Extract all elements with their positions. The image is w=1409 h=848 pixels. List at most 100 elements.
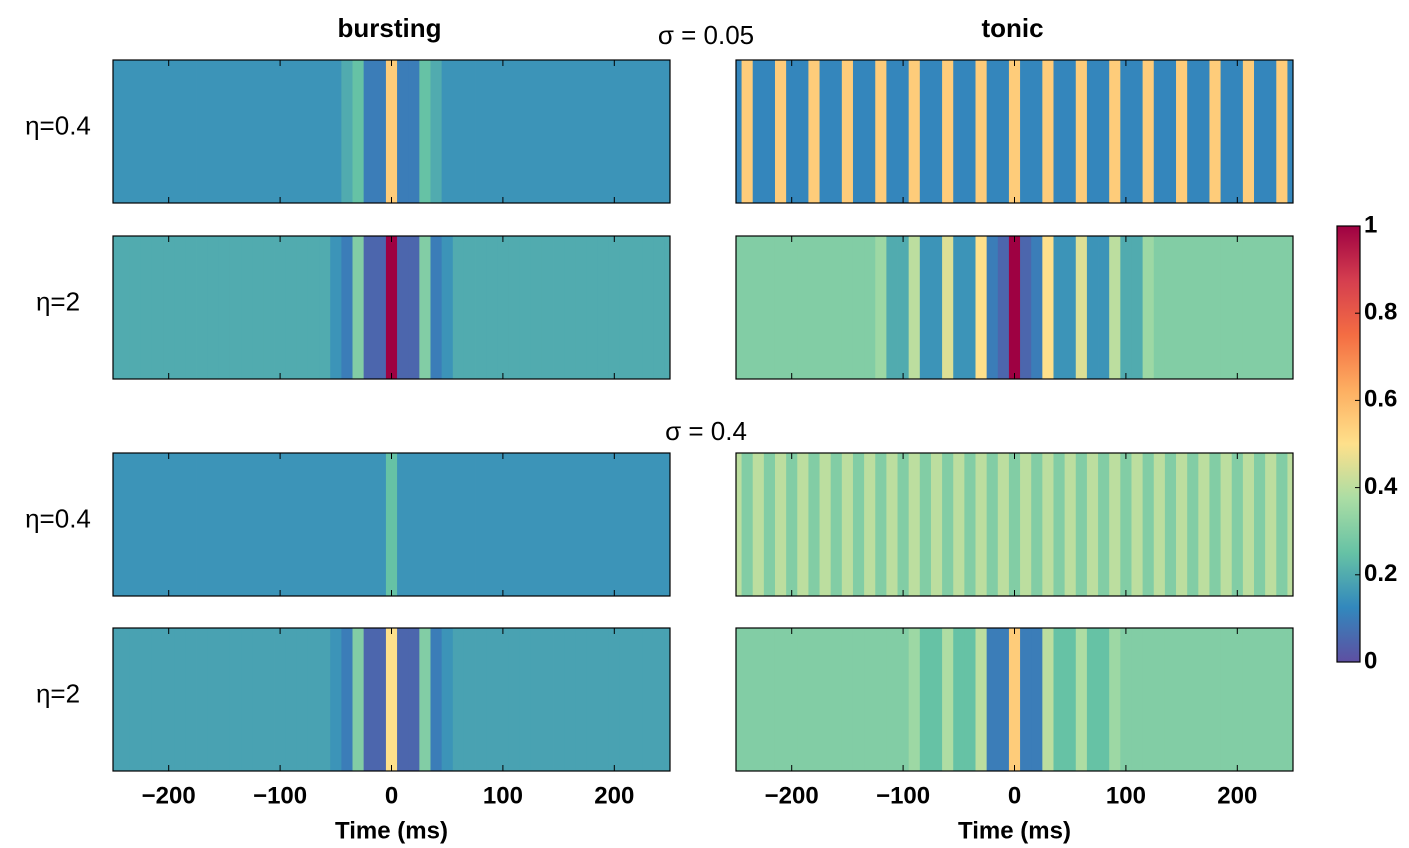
heatmap-cell <box>875 453 887 596</box>
heatmap-cell <box>830 628 843 771</box>
heatmap-cell <box>1153 453 1166 596</box>
heatmap-cell <box>241 628 253 771</box>
heatmap-cell <box>419 236 431 379</box>
heatmap-cell <box>575 236 587 379</box>
heatmap-cell <box>1242 628 1255 771</box>
heatmap-cell <box>786 236 798 379</box>
heatmap-cell <box>319 236 331 379</box>
heatmap-cell <box>218 628 231 771</box>
heatmap-cell <box>541 60 554 203</box>
heatmap-cell <box>252 236 264 379</box>
heatmap-cell <box>741 453 754 596</box>
heatmap-panel <box>736 628 1294 771</box>
heatmap-cell <box>919 236 932 379</box>
heatmap-cell <box>475 628 487 771</box>
heatmap-cell <box>419 453 431 596</box>
heatmap-cell <box>319 453 331 596</box>
heatmap-cell <box>864 453 876 596</box>
heatmap-cell <box>441 60 454 203</box>
heatmap-cell <box>1031 628 1043 771</box>
heatmap-cell <box>797 60 809 203</box>
heatmap-cell <box>786 60 798 203</box>
heatmap-cell <box>1164 60 1177 203</box>
heatmap-cell <box>185 453 197 596</box>
heatmap-cell <box>997 628 1010 771</box>
heatmap-cell <box>352 453 365 596</box>
heatmap-cell <box>1064 453 1077 596</box>
heatmap-cell <box>975 60 988 203</box>
x-tick-label: −100 <box>253 782 307 809</box>
heatmap-cell <box>1064 236 1077 379</box>
heatmap-cell <box>475 60 487 203</box>
heatmap-cell <box>341 628 353 771</box>
heatmap-cell <box>113 453 119 596</box>
heatmap-cell <box>786 628 798 771</box>
heatmap-cell <box>1287 453 1294 596</box>
heatmap-cell <box>642 236 654 379</box>
heatmap-cell <box>1254 236 1266 379</box>
heatmap-cell <box>252 453 264 596</box>
heatmap-panel <box>113 60 671 203</box>
heatmap-cell <box>285 236 298 379</box>
heatmap-cell <box>497 60 509 203</box>
heatmap-cell <box>113 60 119 203</box>
heatmap-cell <box>553 60 565 203</box>
column-title: tonic <box>981 13 1043 43</box>
heatmap-cell <box>797 236 809 379</box>
heatmap-cell <box>174 60 186 203</box>
heatmap-cell <box>1176 236 1188 379</box>
heatmap-cell <box>808 60 820 203</box>
heatmap-cell <box>1242 236 1255 379</box>
heatmap-cell <box>752 236 765 379</box>
x-tick-label: −200 <box>142 782 196 809</box>
heatmap-cell <box>830 453 843 596</box>
heatmap-cell <box>163 236 175 379</box>
heatmap-cell <box>129 60 142 203</box>
heatmap-cell <box>352 60 365 203</box>
heatmap-cell <box>736 628 742 771</box>
heatmap-cell <box>875 628 887 771</box>
colorbar-tick-label: 0.6 <box>1364 386 1397 413</box>
heatmap-cell <box>475 236 487 379</box>
heatmap-cell <box>1287 60 1294 203</box>
heatmap-cell <box>1086 628 1099 771</box>
heatmap-cell <box>319 628 331 771</box>
heatmap-cell <box>953 453 965 596</box>
heatmap-cell <box>597 236 610 379</box>
heatmap-panel <box>736 453 1294 596</box>
heatmap-cell <box>774 628 787 771</box>
heatmap-cell <box>1287 628 1294 771</box>
heatmap-cell <box>1098 60 1110 203</box>
heatmap-cell <box>441 236 454 379</box>
heatmap-cell <box>919 628 932 771</box>
heatmap-cell <box>986 628 999 771</box>
x-tick-label: 100 <box>1106 782 1146 809</box>
x-axis-label: Time (ms) <box>958 817 1071 844</box>
heatmap-cell <box>140 628 153 771</box>
heatmap-cell <box>363 453 376 596</box>
heatmap-cell <box>207 236 220 379</box>
heatmap-cell <box>1176 628 1188 771</box>
heatmap-cell <box>841 60 854 203</box>
heatmap-cell <box>653 453 665 596</box>
heatmap-cell <box>263 236 275 379</box>
heatmap-cell <box>1075 453 1088 596</box>
heatmap-cell <box>819 60 832 203</box>
heatmap-cell <box>129 453 142 596</box>
heatmap-cell <box>519 236 532 379</box>
heatmap-cell <box>1131 60 1144 203</box>
heatmap-cell <box>229 236 242 379</box>
heatmap-cell <box>986 453 999 596</box>
heatmap-cell <box>408 236 420 379</box>
heatmap-cell <box>296 60 309 203</box>
heatmap-cell <box>953 236 965 379</box>
heatmap-cell <box>1020 236 1032 379</box>
heatmap-cell <box>852 60 865 203</box>
heatmap-cell <box>741 60 754 203</box>
heatmap-cell <box>1142 236 1155 379</box>
heatmap-cell <box>1042 60 1054 203</box>
heatmap-cell <box>608 628 621 771</box>
heatmap-cell <box>519 60 532 203</box>
heatmap-cell <box>151 236 164 379</box>
heatmap-cell <box>819 453 832 596</box>
